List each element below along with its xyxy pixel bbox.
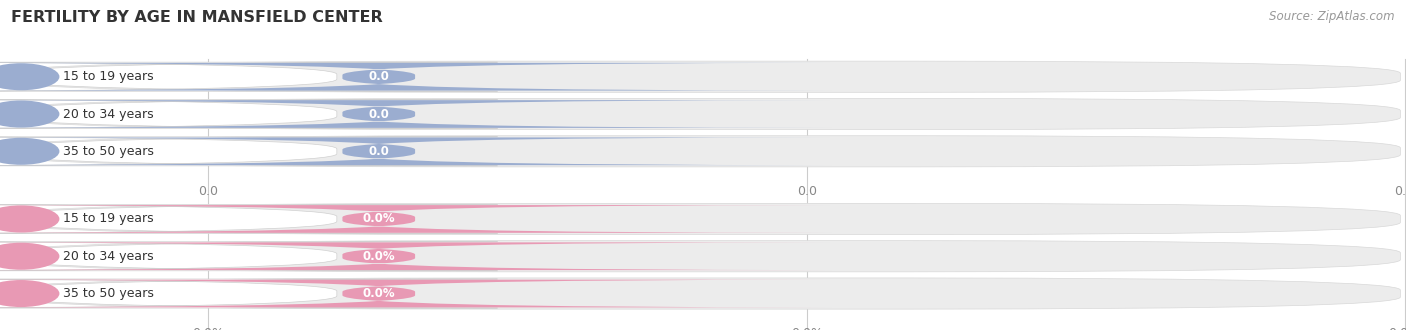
FancyBboxPatch shape — [0, 62, 498, 91]
FancyBboxPatch shape — [0, 280, 831, 307]
Text: 0.0: 0.0 — [1395, 185, 1406, 198]
FancyBboxPatch shape — [6, 278, 1400, 309]
FancyBboxPatch shape — [0, 204, 498, 234]
Text: 0.0%: 0.0% — [1389, 327, 1406, 330]
Ellipse shape — [0, 280, 59, 307]
Text: 0.0: 0.0 — [198, 185, 218, 198]
Text: 20 to 34 years: 20 to 34 years — [63, 250, 153, 263]
FancyBboxPatch shape — [0, 63, 831, 90]
Text: 0.0: 0.0 — [368, 108, 389, 120]
FancyBboxPatch shape — [0, 137, 831, 165]
Ellipse shape — [0, 101, 59, 127]
FancyBboxPatch shape — [0, 242, 831, 270]
FancyBboxPatch shape — [0, 279, 498, 308]
Text: 0.0: 0.0 — [368, 145, 389, 158]
FancyBboxPatch shape — [6, 241, 1400, 272]
Text: Source: ZipAtlas.com: Source: ZipAtlas.com — [1270, 10, 1395, 23]
FancyBboxPatch shape — [0, 205, 831, 233]
Text: 0.0%: 0.0% — [193, 327, 224, 330]
FancyBboxPatch shape — [6, 136, 1400, 167]
Text: 35 to 50 years: 35 to 50 years — [63, 145, 153, 158]
Text: 0.0: 0.0 — [368, 70, 389, 83]
Text: 20 to 34 years: 20 to 34 years — [63, 108, 153, 120]
Text: 35 to 50 years: 35 to 50 years — [63, 287, 153, 300]
Ellipse shape — [0, 63, 59, 90]
FancyBboxPatch shape — [6, 61, 1400, 92]
Text: 15 to 19 years: 15 to 19 years — [63, 70, 153, 83]
Text: 0.0%: 0.0% — [363, 250, 395, 263]
FancyBboxPatch shape — [0, 137, 498, 166]
Text: 0.0%: 0.0% — [363, 287, 395, 300]
FancyBboxPatch shape — [0, 99, 498, 129]
FancyBboxPatch shape — [6, 98, 1400, 130]
FancyBboxPatch shape — [0, 100, 831, 128]
Text: FERTILITY BY AGE IN MANSFIELD CENTER: FERTILITY BY AGE IN MANSFIELD CENTER — [11, 10, 382, 25]
Text: 0.0: 0.0 — [797, 185, 817, 198]
Text: 15 to 19 years: 15 to 19 years — [63, 213, 153, 225]
Ellipse shape — [0, 206, 59, 232]
Ellipse shape — [0, 138, 59, 165]
Text: 0.0%: 0.0% — [792, 327, 823, 330]
Ellipse shape — [0, 243, 59, 270]
Text: 0.0%: 0.0% — [363, 213, 395, 225]
FancyBboxPatch shape — [6, 203, 1400, 235]
FancyBboxPatch shape — [0, 242, 498, 271]
